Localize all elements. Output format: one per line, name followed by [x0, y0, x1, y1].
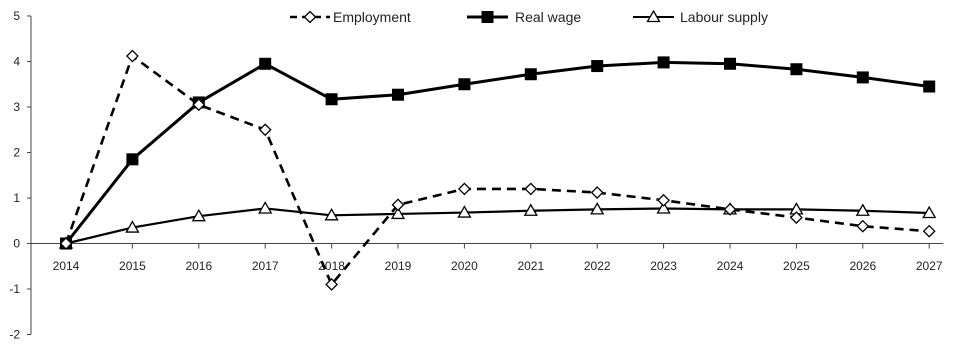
legend-marker	[646, 9, 661, 23]
x-tick-label: 2014	[53, 259, 80, 273]
data-point	[325, 278, 339, 291]
x-tick-label: 2022	[584, 259, 611, 273]
data-point	[457, 205, 472, 218]
data-point	[392, 88, 404, 101]
data-point	[457, 182, 471, 196]
data-point	[590, 202, 605, 215]
legend-marker	[303, 10, 317, 24]
x-tick-label: 2016	[185, 259, 212, 273]
legend-marker	[481, 11, 494, 23]
data-point	[59, 237, 73, 250]
y-tick-label: 5	[13, 9, 20, 23]
y-tick-label: 0	[13, 237, 20, 251]
axes: -2 -1 0 1 2 3 4 5 2014 2015 2016 2017 2018 2019 2020 20…	[9, 9, 944, 342]
data-point	[789, 211, 803, 224]
data-point	[192, 98, 206, 112]
data-point	[790, 63, 803, 76]
series-layer	[58, 49, 937, 291]
data-point	[724, 57, 736, 70]
data-point	[923, 80, 936, 93]
y-tick-label: 3	[13, 100, 20, 114]
data-point	[723, 202, 737, 216]
data-point	[191, 208, 206, 222]
legend-item-labour-supply: Labour supply	[633, 9, 768, 25]
data-point	[125, 220, 140, 233]
x-tick-label: 2021	[517, 259, 544, 273]
y-tick-label: -1	[9, 282, 20, 296]
data-point	[258, 201, 273, 214]
data-point	[656, 201, 671, 214]
x-tick-label: 2015	[119, 259, 146, 273]
legend-item-real-wage: Real wage	[467, 9, 581, 25]
x-tick-label: 2023	[650, 259, 677, 273]
x-tick-label: 2024	[717, 259, 744, 273]
series-line	[64, 54, 930, 286]
x-tick-label: 2026	[849, 259, 876, 273]
y-tick-label: 4	[13, 55, 20, 69]
data-point	[856, 219, 870, 233]
data-point	[657, 56, 670, 69]
legend-item-employment: Employment	[290, 9, 411, 25]
data-point	[856, 71, 869, 84]
legend-label: Real wage	[515, 9, 581, 25]
series-line	[64, 60, 930, 245]
legend-label: Employment	[333, 9, 411, 25]
data-point	[126, 153, 139, 166]
data-point	[591, 60, 604, 73]
data-point	[590, 186, 604, 199]
data-point	[125, 49, 139, 63]
x-tick-label: 2027	[916, 259, 943, 273]
y-tick-label: 1	[13, 191, 20, 205]
data-point	[258, 123, 272, 137]
x-tick-label: 2020	[451, 259, 478, 273]
series-line	[65, 207, 930, 245]
data-point	[855, 203, 870, 216]
data-point	[324, 207, 339, 221]
data-point	[524, 182, 538, 196]
data-point	[391, 198, 405, 212]
data-point	[259, 57, 272, 70]
data-point	[325, 93, 338, 106]
x-tick-label: 2025	[783, 259, 810, 273]
x-tick-label: 2019	[385, 259, 412, 273]
data-point	[458, 78, 471, 91]
series-real-wage	[60, 56, 936, 250]
series-labour-supply	[58, 201, 937, 249]
y-tick-label: -2	[9, 328, 20, 342]
legend-label: Labour supply	[680, 9, 768, 25]
legend: Employment Real wage Labour supply	[290, 9, 768, 25]
y-tick-label: 2	[13, 146, 20, 160]
data-point	[390, 206, 406, 220]
data-point	[922, 205, 937, 219]
data-point	[524, 68, 537, 81]
data-point	[922, 224, 936, 238]
series-employment	[59, 49, 936, 291]
data-point	[657, 193, 671, 207]
data-point	[523, 203, 538, 216]
x-tick-label: 2018	[318, 259, 345, 273]
x-tick-label: 2017	[252, 259, 279, 273]
